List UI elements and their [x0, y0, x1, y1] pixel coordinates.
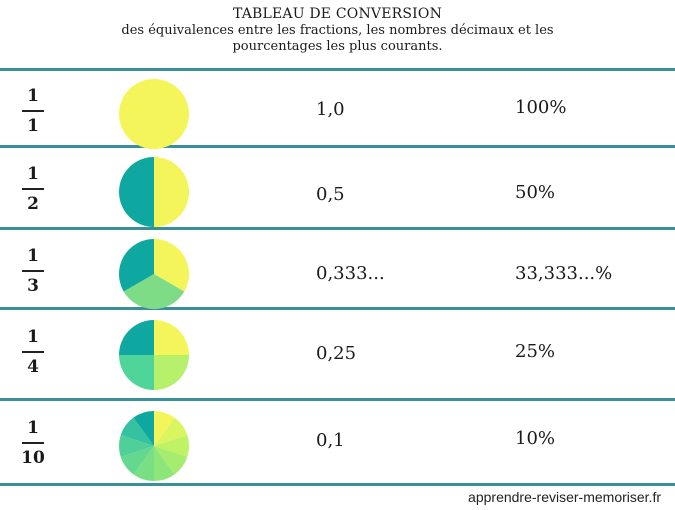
pie-slice — [119, 355, 154, 390]
fraction-bar — [22, 270, 44, 272]
pie-slice — [120, 417, 154, 446]
footer-site: apprendre-reviser-memoriser.fr — [468, 489, 661, 505]
pie-slice — [133, 446, 154, 481]
pie-slice — [154, 411, 175, 446]
pie-chart-third — [119, 239, 189, 309]
fraction-numerator: 1 — [27, 86, 39, 106]
pie-slice — [119, 320, 154, 355]
row-divider — [0, 68, 675, 71]
percent-value: 100% — [515, 97, 567, 118]
pie-slice — [133, 411, 154, 446]
page-title: TABLEAU DE CONVERSION — [232, 6, 443, 22]
row-divider — [0, 307, 675, 310]
fraction-denominator: 3 — [27, 276, 39, 296]
percent-value: 33,333...% — [515, 263, 613, 284]
row-divider — [0, 398, 675, 401]
fraction-numerator: 1 — [27, 164, 39, 184]
pie-slice — [119, 79, 189, 149]
conversion-row: 1 1 1,0 100% — [0, 71, 675, 151]
fraction-numerator: 1 — [27, 246, 39, 266]
row-divider — [0, 227, 675, 230]
percent-value: 10% — [515, 428, 556, 449]
page-subtitle-line2: pourcentages les plus courants. — [232, 39, 443, 54]
pie-chart-tenth — [118, 411, 190, 481]
conversion-row: 1 4 0,25 25% — [0, 312, 675, 392]
fraction-bar — [22, 110, 44, 112]
pie-chart-whole — [119, 79, 189, 149]
pie-slice — [120, 446, 154, 475]
pie-slice — [154, 446, 175, 481]
pie-slice — [154, 239, 189, 292]
pie-slice — [154, 435, 190, 457]
fraction-denominator: 10 — [21, 448, 45, 468]
pie-slice — [154, 417, 188, 446]
fraction-denominator: 4 — [27, 357, 39, 377]
fraction-denominator: 1 — [27, 116, 39, 136]
fraction-bar — [22, 351, 44, 353]
pie-slice — [154, 320, 189, 355]
percent-value: 25% — [515, 341, 556, 362]
pie-slice — [154, 355, 189, 390]
fraction-numerator: 1 — [27, 418, 39, 438]
pie-slice — [118, 435, 154, 457]
conversion-row: 1 10 0,1 10% — [0, 403, 675, 483]
percent-value: 50% — [515, 182, 556, 203]
pie-slice — [123, 274, 185, 309]
decimal-value: 0,5 — [316, 184, 345, 205]
pie-slice — [119, 239, 154, 292]
decimal-value: 0,1 — [316, 430, 345, 451]
decimal-value: 0,333... — [316, 263, 385, 284]
fraction-bar — [22, 188, 44, 190]
page-subtitle-line1: des équivalences entre les fractions, le… — [121, 23, 554, 38]
conversion-row: 1 2 0,5 50% — [0, 149, 675, 229]
fraction-bar — [22, 442, 44, 444]
row-divider — [0, 483, 675, 486]
header: TABLEAU DE CONVERSION des équivalences e… — [0, 6, 675, 55]
pie-chart-quarter — [119, 320, 189, 390]
pie-slice — [154, 446, 188, 475]
fraction-denominator: 2 — [27, 194, 39, 214]
conversion-row: 1 3 0,333... 33,333...% — [0, 231, 675, 311]
pie-slice — [119, 157, 154, 227]
decimal-value: 1,0 — [316, 99, 345, 120]
row-divider — [0, 145, 675, 148]
pie-chart-half — [119, 157, 189, 227]
decimal-value: 0,25 — [316, 343, 357, 364]
pie-slice — [154, 157, 189, 227]
fraction-numerator: 1 — [27, 327, 39, 347]
